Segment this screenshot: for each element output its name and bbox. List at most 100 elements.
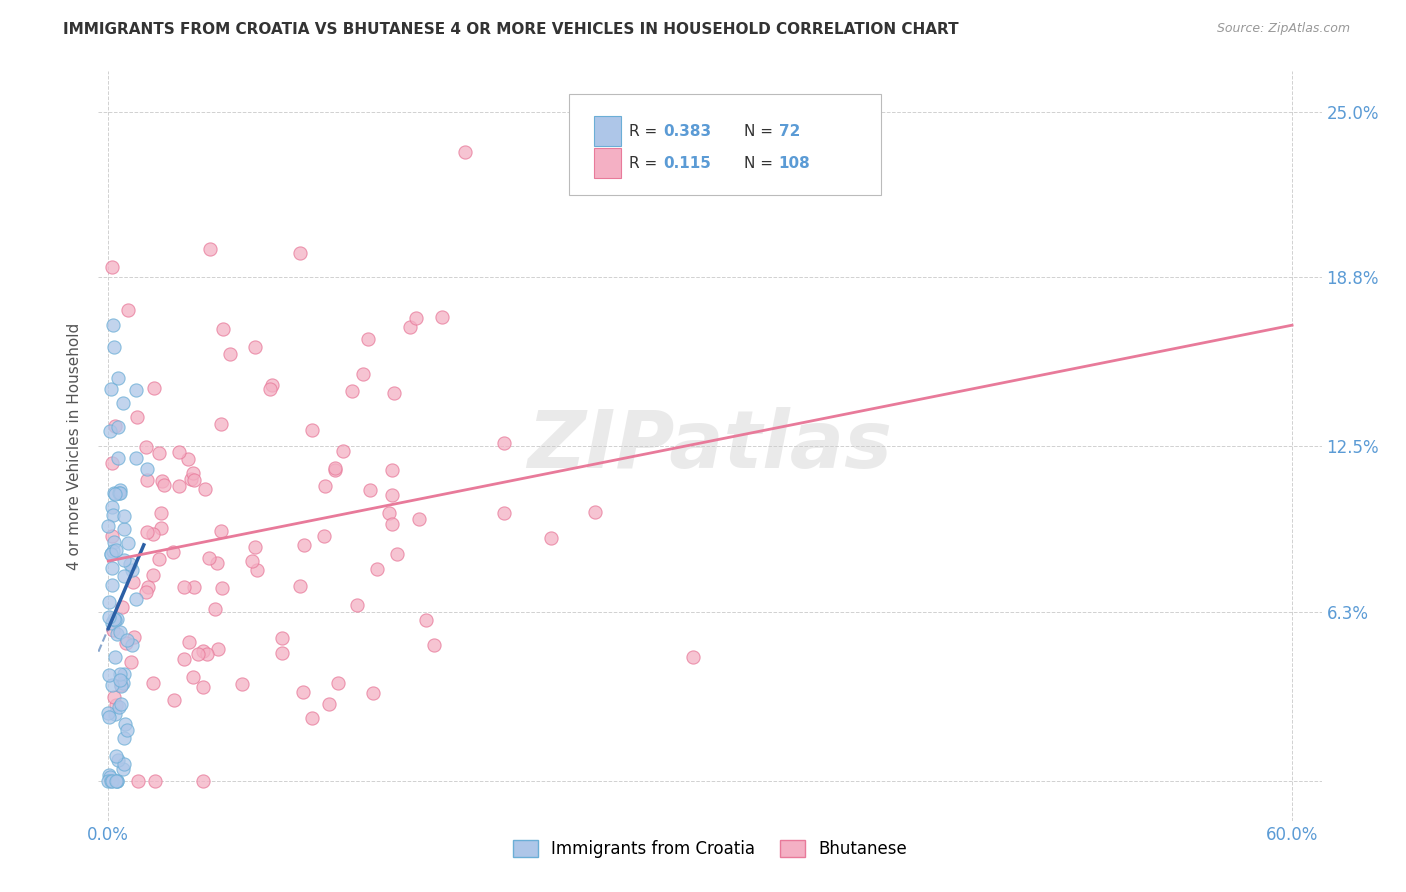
- Text: 108: 108: [779, 156, 810, 171]
- Point: [540, 532, 562, 546]
- Point: [361, 686, 384, 700]
- Point: [117, 536, 139, 550]
- Point: [143, 381, 166, 395]
- FancyBboxPatch shape: [593, 148, 620, 178]
- Point: [243, 340, 266, 354]
- Point: [101, 623, 124, 637]
- Point: [103, 486, 125, 500]
- Point: [105, 542, 128, 557]
- Point: [318, 697, 340, 711]
- Point: [183, 581, 205, 595]
- Point: [112, 553, 135, 567]
- Point: [357, 332, 380, 346]
- Point: [143, 773, 166, 788]
- Point: [179, 635, 201, 649]
- Point: [207, 641, 229, 656]
- Point: [121, 563, 143, 577]
- Point: [423, 639, 446, 653]
- Point: [117, 303, 139, 318]
- Point: [167, 444, 190, 458]
- Point: [107, 753, 129, 767]
- Point: [110, 698, 132, 712]
- Point: [194, 482, 217, 496]
- Point: [191, 643, 214, 657]
- Point: [108, 673, 131, 687]
- Point: [98, 609, 121, 624]
- Text: 0.383: 0.383: [664, 124, 711, 139]
- Point: [153, 478, 176, 492]
- Point: [104, 486, 127, 500]
- Point: [105, 611, 128, 625]
- Point: [209, 524, 232, 538]
- Point: [98, 425, 121, 439]
- Y-axis label: 4 or more Vehicles in Household: 4 or more Vehicles in Household: [67, 322, 83, 570]
- Point: [100, 547, 122, 561]
- Point: [112, 676, 135, 690]
- Point: [342, 384, 364, 398]
- Point: [101, 260, 124, 274]
- Text: ZIPatlas: ZIPatlas: [527, 407, 893, 485]
- Point: [381, 488, 404, 502]
- Point: [181, 670, 204, 684]
- Point: [103, 318, 125, 332]
- Point: [104, 650, 127, 665]
- Point: [271, 631, 294, 645]
- Point: [100, 500, 122, 514]
- Point: [108, 483, 131, 498]
- Point: [121, 574, 143, 589]
- Point: [105, 773, 128, 788]
- Point: [111, 395, 134, 409]
- Point: [301, 423, 323, 437]
- Point: [195, 647, 218, 661]
- Point: [494, 506, 516, 520]
- Point: [148, 551, 170, 566]
- Point: [211, 322, 233, 336]
- Point: [408, 512, 430, 526]
- Point: [105, 773, 128, 788]
- Point: [135, 585, 157, 599]
- Point: [136, 525, 159, 540]
- Point: [112, 509, 135, 524]
- Point: [259, 382, 281, 396]
- Point: [314, 528, 336, 542]
- Point: [382, 386, 405, 401]
- Point: [326, 676, 349, 690]
- Point: [243, 540, 266, 554]
- Point: [112, 762, 135, 776]
- Point: [107, 371, 129, 385]
- Point: [115, 723, 138, 738]
- Point: [107, 451, 129, 466]
- Point: [105, 773, 128, 788]
- Point: [415, 613, 437, 627]
- Point: [181, 466, 204, 480]
- Point: [231, 677, 253, 691]
- Point: [103, 340, 125, 354]
- Point: [107, 420, 129, 434]
- Point: [323, 461, 346, 475]
- Text: N =: N =: [744, 124, 773, 139]
- Point: [290, 246, 312, 260]
- Point: [187, 648, 209, 662]
- Point: [101, 529, 124, 543]
- Point: [218, 347, 240, 361]
- Point: [209, 417, 232, 431]
- Point: [101, 561, 124, 575]
- Point: [104, 419, 127, 434]
- Point: [366, 561, 388, 575]
- Point: [378, 506, 401, 520]
- Point: [142, 568, 165, 582]
- Point: [107, 485, 129, 500]
- Point: [291, 685, 314, 699]
- Point: [105, 627, 128, 641]
- Point: [112, 667, 135, 681]
- Point: [127, 773, 149, 788]
- Point: [97, 706, 120, 721]
- FancyBboxPatch shape: [569, 94, 882, 195]
- Point: [352, 367, 374, 381]
- Point: [135, 462, 157, 476]
- Point: [198, 550, 221, 565]
- Text: Source: ZipAtlas.com: Source: ZipAtlas.com: [1216, 22, 1350, 36]
- Point: [110, 678, 132, 692]
- Point: [97, 667, 120, 681]
- Point: [100, 616, 122, 631]
